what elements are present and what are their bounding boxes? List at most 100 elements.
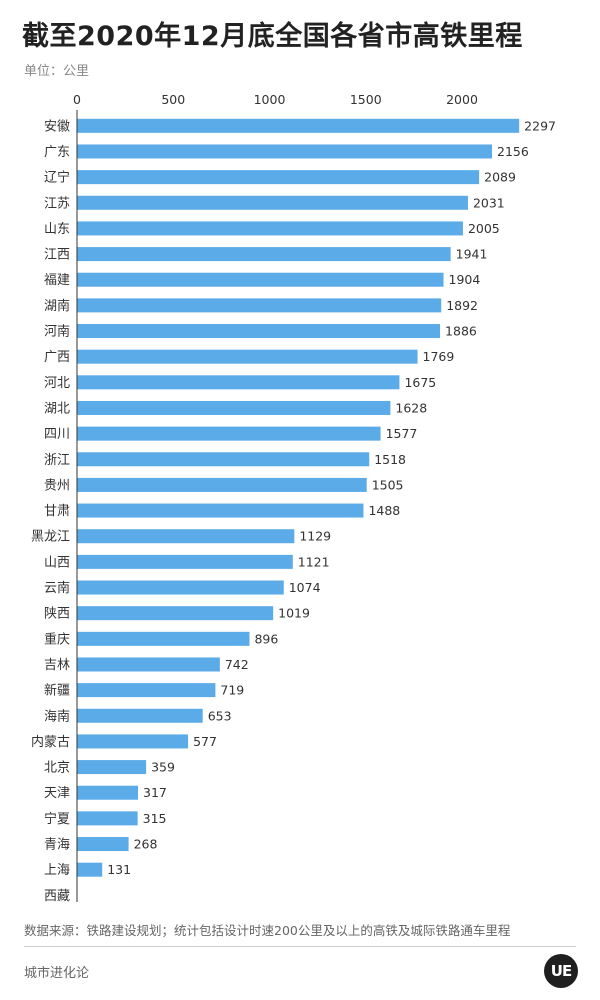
value-label: 577 xyxy=(193,734,217,749)
value-label: 896 xyxy=(254,631,278,646)
bar xyxy=(77,862,103,877)
value-label: 719 xyxy=(220,683,244,698)
value-label: 2156 xyxy=(497,144,529,159)
footer-divider xyxy=(24,946,576,947)
brand-logo-icon: UE xyxy=(544,954,578,988)
bar xyxy=(77,349,418,364)
category-label: 河南 xyxy=(44,324,70,340)
category-label: 辽宁 xyxy=(44,170,70,186)
category-label: 浙江 xyxy=(44,453,70,468)
bar xyxy=(77,785,139,800)
category-label: 福建 xyxy=(44,273,70,288)
bar xyxy=(77,683,216,698)
unit-label: 单位：公里 xyxy=(24,64,90,79)
bar xyxy=(77,247,451,262)
x-tick-label: 0 xyxy=(73,92,81,107)
category-label: 广东 xyxy=(44,145,70,160)
value-label: 315 xyxy=(143,811,167,826)
value-label: 742 xyxy=(225,657,249,672)
value-label: 1675 xyxy=(404,375,436,390)
category-label: 甘肃 xyxy=(44,504,70,519)
value-label: 268 xyxy=(134,837,158,852)
x-tick-label: 500 xyxy=(161,92,185,107)
bar xyxy=(77,760,147,775)
bar xyxy=(77,708,203,723)
category-label: 新疆 xyxy=(44,683,70,699)
value-label: 2005 xyxy=(468,221,500,236)
category-label: 天津 xyxy=(44,786,70,801)
value-label: 2297 xyxy=(524,118,556,133)
value-label: 1904 xyxy=(449,272,481,287)
category-label: 湖北 xyxy=(44,401,70,416)
category-label: 贵州 xyxy=(44,478,70,493)
value-label: 2089 xyxy=(484,170,516,185)
value-label: 1019 xyxy=(278,606,310,621)
category-label: 上海 xyxy=(44,863,70,878)
bar xyxy=(77,657,220,672)
value-label: 317 xyxy=(143,785,167,800)
bar xyxy=(77,170,480,185)
value-label: 1074 xyxy=(289,580,321,595)
bar-chart: 0 500 1000 1500 2000 安徽 2297 广东 2156 辽宁 2089 江苏 2031… xyxy=(31,92,556,904)
category-label: 云南 xyxy=(44,580,70,596)
value-label: 2031 xyxy=(473,195,505,210)
bar xyxy=(77,144,493,159)
value-label: 1886 xyxy=(445,324,477,339)
bar xyxy=(77,298,442,313)
category-label: 江苏 xyxy=(44,195,70,211)
category-label: 广西 xyxy=(44,350,70,365)
x-tick-label: 2000 xyxy=(446,92,478,107)
value-label: 1121 xyxy=(298,554,330,569)
value-label: 1769 xyxy=(423,349,455,364)
category-label: 山西 xyxy=(44,555,70,570)
bar xyxy=(77,221,463,236)
value-label: 1129 xyxy=(299,529,331,544)
category-label: 内蒙古 xyxy=(31,734,70,750)
bar xyxy=(77,272,444,287)
category-label: 西藏 xyxy=(44,889,70,904)
category-label: 安徽 xyxy=(44,119,70,134)
value-label: 1941 xyxy=(456,247,488,262)
value-label: 1505 xyxy=(372,477,404,492)
bar xyxy=(77,400,391,415)
value-label: 653 xyxy=(208,708,232,723)
bar xyxy=(77,503,364,518)
bar xyxy=(77,811,138,826)
value-label: 1577 xyxy=(386,426,418,441)
category-label: 海南 xyxy=(44,708,70,724)
bar xyxy=(77,837,129,852)
bar xyxy=(77,606,274,621)
bar xyxy=(77,580,284,595)
bar xyxy=(77,631,250,646)
x-tick-label: 1000 xyxy=(254,92,286,107)
category-label: 四川 xyxy=(44,427,70,442)
value-label: 359 xyxy=(151,760,175,775)
category-label: 北京 xyxy=(44,761,70,776)
x-tick-label: 1500 xyxy=(350,92,382,107)
category-label: 陕西 xyxy=(44,607,70,622)
bar xyxy=(77,426,381,441)
category-label: 重庆 xyxy=(44,631,70,647)
category-label: 江西 xyxy=(44,248,70,263)
bar xyxy=(77,118,520,133)
category-label: 湖南 xyxy=(44,298,70,314)
data-source-note: 数据来源：铁路建设规划；统计包括设计时速200公里及以上的高铁及城际铁路通车里程 xyxy=(24,923,511,938)
category-label: 黑龙江 xyxy=(31,530,70,545)
bar xyxy=(77,195,468,210)
category-label: 青海 xyxy=(44,838,70,853)
bar xyxy=(77,554,293,569)
brand-name: 城市进化论 xyxy=(24,966,90,981)
bar xyxy=(77,734,189,749)
bar xyxy=(77,375,400,390)
chart-title: 截至2020年12月底全国各省市高铁里程 xyxy=(22,21,523,52)
bar xyxy=(77,452,370,467)
value-label: 1518 xyxy=(374,452,406,467)
category-label: 宁夏 xyxy=(44,811,70,827)
category-label: 山东 xyxy=(44,222,70,237)
value-label: 131 xyxy=(107,862,131,877)
value-label: 1628 xyxy=(395,400,427,415)
bar xyxy=(77,477,367,492)
value-label: 1488 xyxy=(368,503,400,518)
bar xyxy=(77,324,441,339)
category-label: 河北 xyxy=(44,376,70,391)
